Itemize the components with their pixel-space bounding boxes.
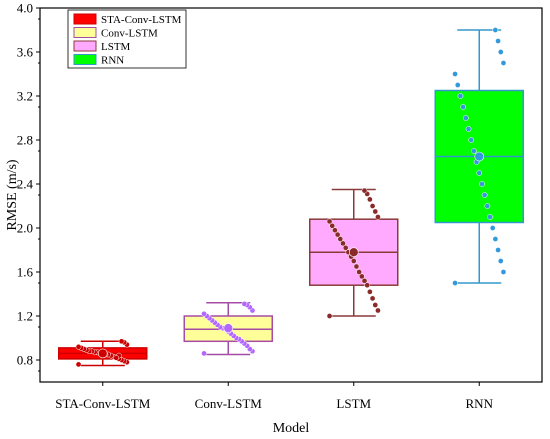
data-point <box>369 295 376 302</box>
data-point <box>452 71 458 77</box>
data-point <box>492 236 499 242</box>
data-point <box>367 196 373 203</box>
x-tick-label: LSTM <box>336 396 371 411</box>
y-tick-label: 2.8 <box>17 133 33 148</box>
data-point <box>487 214 493 220</box>
data-point <box>353 263 360 270</box>
data-point <box>75 343 82 350</box>
data-point <box>75 361 82 368</box>
x-tick-label: Conv-LSTM <box>195 396 263 411</box>
legend-swatch <box>73 40 97 52</box>
data-point <box>460 104 466 110</box>
data-point <box>326 218 333 225</box>
data-point <box>489 225 496 231</box>
data-point <box>500 269 507 275</box>
mean-marker <box>348 247 359 257</box>
x-axis: STA-Conv-LSTM Conv-LSTM LSTM RNN <box>55 382 494 411</box>
data-point <box>241 301 248 307</box>
data-point <box>113 354 120 361</box>
x-tick-label: RNN <box>466 396 494 411</box>
y-tick-label: 3.6 <box>17 45 34 60</box>
legend-swatch <box>73 13 97 25</box>
box-group <box>434 27 524 286</box>
data-point <box>332 227 338 234</box>
data-point <box>465 126 472 132</box>
mean-marker <box>223 323 234 333</box>
data-point <box>340 240 346 247</box>
legend-label: LSTM <box>101 41 131 53</box>
x-tick-label: STA-Conv-LSTM <box>55 396 150 411</box>
data-point <box>361 277 368 284</box>
data-point <box>468 137 475 143</box>
data-point <box>342 244 349 251</box>
data-point <box>350 258 357 264</box>
y-tick-label: 2.0 <box>17 221 33 236</box>
y-tick-label: 4.0 <box>17 1 33 16</box>
mean-marker <box>474 151 485 162</box>
data-point <box>334 231 341 238</box>
data-point <box>452 280 458 286</box>
y-axis-title: RMSE (m/s) <box>5 159 20 231</box>
y-tick-label: 0.8 <box>17 353 33 368</box>
data-point <box>500 60 507 66</box>
legend-swatch <box>73 27 97 38</box>
data-point <box>367 288 373 295</box>
legend-label: Conv-LSTM <box>101 28 158 40</box>
data-point <box>201 350 207 357</box>
data-point <box>356 269 362 275</box>
data-point <box>495 38 501 44</box>
data-point <box>375 307 381 314</box>
data-point <box>372 302 379 308</box>
data-point <box>337 236 344 242</box>
data-point <box>375 214 381 220</box>
legend-swatch <box>73 54 97 65</box>
y-tick-label: 1.2 <box>17 309 33 324</box>
data-point <box>358 273 365 280</box>
legend-label: STA-Conv-LSTM <box>101 14 182 26</box>
data-point <box>329 222 336 229</box>
data-point <box>369 203 376 209</box>
box-group <box>58 338 148 368</box>
data-point <box>492 27 499 33</box>
data-point <box>201 310 207 317</box>
y-tick-label: 1.6 <box>17 265 34 280</box>
data-point <box>497 49 504 55</box>
data-point <box>118 338 125 345</box>
data-point <box>484 203 491 209</box>
data-point <box>476 170 483 176</box>
data-point <box>495 247 501 253</box>
data-point <box>361 187 368 194</box>
mean-marker <box>97 348 108 359</box>
plot-content <box>58 27 524 368</box>
data-point <box>364 282 371 289</box>
y-tick-label: 2.4 <box>17 177 34 192</box>
data-point <box>462 115 469 121</box>
data-point <box>372 208 379 215</box>
y-tick-label: 3.2 <box>17 89 33 104</box>
data-point <box>479 181 485 187</box>
data-point <box>326 313 333 319</box>
data-point <box>471 148 477 154</box>
y-axis: 0.8 1.2 1.6 2.0 2.4 2.8 3.2 3.6 4.0 <box>17 1 40 372</box>
box-group <box>183 301 273 357</box>
legend-label: RNN <box>101 55 124 67</box>
box-group <box>309 187 399 319</box>
data-point <box>497 258 504 264</box>
x-axis-title: Model <box>273 421 310 436</box>
data-point <box>481 192 488 198</box>
data-point <box>457 93 464 99</box>
data-point <box>454 82 461 88</box>
